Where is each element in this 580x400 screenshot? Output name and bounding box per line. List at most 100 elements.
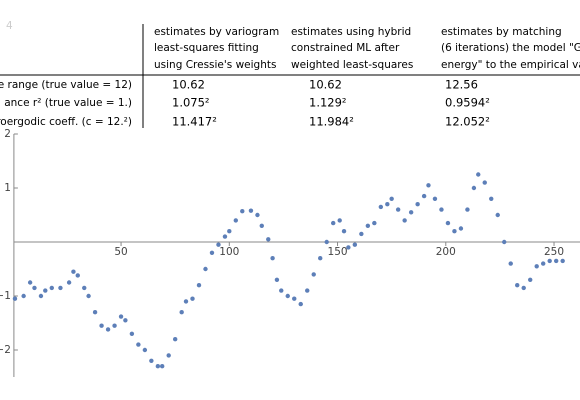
point bbox=[408, 210, 414, 215]
point bbox=[58, 285, 63, 291]
point bbox=[21, 293, 26, 299]
point bbox=[346, 245, 351, 250]
point bbox=[159, 364, 165, 369]
point bbox=[547, 258, 552, 264]
point bbox=[123, 318, 128, 323]
point bbox=[553, 258, 559, 264]
point bbox=[255, 212, 260, 218]
point bbox=[99, 323, 104, 328]
point bbox=[32, 285, 37, 291]
point bbox=[389, 196, 394, 201]
point bbox=[439, 207, 444, 212]
point bbox=[259, 223, 264, 228]
table-header: estimates using hybrid bbox=[291, 26, 411, 38]
point bbox=[155, 364, 161, 369]
point bbox=[196, 283, 202, 288]
table-header: constrained ML after bbox=[291, 42, 400, 54]
corner-label: 4 bbox=[6, 20, 13, 32]
table-cell: 11.417² bbox=[172, 115, 217, 129]
point bbox=[395, 207, 401, 212]
point bbox=[227, 229, 232, 234]
point bbox=[458, 226, 464, 231]
point bbox=[432, 196, 438, 201]
table-cell: 1.075² bbox=[172, 96, 210, 110]
table-header: least-squares fitting bbox=[154, 42, 259, 54]
point bbox=[266, 237, 271, 242]
point bbox=[365, 223, 371, 228]
table-cell: 12.56 bbox=[445, 78, 478, 92]
point bbox=[112, 323, 117, 328]
table-header: estimates by matching bbox=[441, 26, 562, 38]
point bbox=[318, 256, 323, 261]
point bbox=[311, 272, 316, 277]
x-tick-label: 50 bbox=[114, 246, 127, 258]
point bbox=[166, 353, 171, 358]
point bbox=[118, 314, 124, 319]
point bbox=[209, 250, 215, 255]
point bbox=[270, 256, 275, 261]
point bbox=[136, 342, 141, 347]
point bbox=[27, 280, 33, 285]
point bbox=[508, 261, 513, 266]
point bbox=[71, 269, 76, 274]
table-header: using Cressie's weights bbox=[154, 59, 276, 71]
y-tick-label: −2 bbox=[0, 344, 11, 356]
point bbox=[352, 242, 358, 247]
table-cell: 1.129² bbox=[309, 96, 347, 110]
point bbox=[560, 258, 565, 264]
point bbox=[465, 207, 470, 212]
y-tick-label: 2 bbox=[4, 128, 11, 140]
point bbox=[172, 337, 178, 342]
point bbox=[471, 185, 477, 191]
y-tick-label: −1 bbox=[0, 290, 11, 302]
point bbox=[331, 220, 336, 226]
table-header: energy" to the empirical var bbox=[441, 59, 580, 71]
x-tick-label: 250 bbox=[544, 246, 564, 258]
point bbox=[515, 283, 520, 288]
point bbox=[279, 288, 284, 293]
point bbox=[248, 208, 254, 213]
point bbox=[179, 310, 184, 315]
point bbox=[38, 293, 44, 299]
table-header: weighted least-squares bbox=[291, 59, 413, 71]
point bbox=[415, 202, 420, 207]
x-tick-label: 150 bbox=[328, 246, 348, 258]
point bbox=[292, 296, 297, 301]
x-tick-label: 100 bbox=[219, 246, 239, 258]
point bbox=[534, 264, 539, 269]
point bbox=[12, 296, 18, 301]
point bbox=[216, 242, 221, 247]
point bbox=[402, 218, 407, 223]
point bbox=[521, 285, 526, 291]
point bbox=[183, 299, 189, 304]
point bbox=[528, 277, 533, 282]
point bbox=[426, 183, 431, 188]
point bbox=[372, 220, 377, 226]
point bbox=[233, 218, 238, 223]
point bbox=[285, 293, 290, 299]
table-cell: 0.9594² bbox=[445, 96, 490, 110]
point bbox=[476, 172, 481, 177]
row-label: roergodic coeff. (c = 12.²) bbox=[0, 116, 132, 128]
point bbox=[378, 204, 384, 210]
point bbox=[240, 209, 245, 214]
table-cell: 10.62 bbox=[309, 78, 342, 92]
point bbox=[298, 301, 303, 307]
row-label: ance r² (true value = 1.) bbox=[4, 97, 132, 109]
table-cell: 12.052² bbox=[445, 115, 490, 129]
point bbox=[337, 218, 342, 223]
table-cell: 10.62 bbox=[172, 78, 205, 92]
table-header: (6 iterations) the model "Gib bbox=[441, 42, 580, 54]
point bbox=[86, 293, 91, 299]
point bbox=[385, 202, 390, 207]
point bbox=[43, 288, 48, 293]
point bbox=[142, 347, 148, 353]
point bbox=[274, 277, 280, 282]
table-header: estimates by variogram bbox=[154, 26, 279, 38]
point bbox=[222, 234, 228, 239]
x-tick-label: 200 bbox=[436, 246, 456, 258]
point bbox=[75, 273, 80, 278]
point bbox=[495, 212, 500, 218]
table-cell: 11.984² bbox=[309, 115, 354, 129]
